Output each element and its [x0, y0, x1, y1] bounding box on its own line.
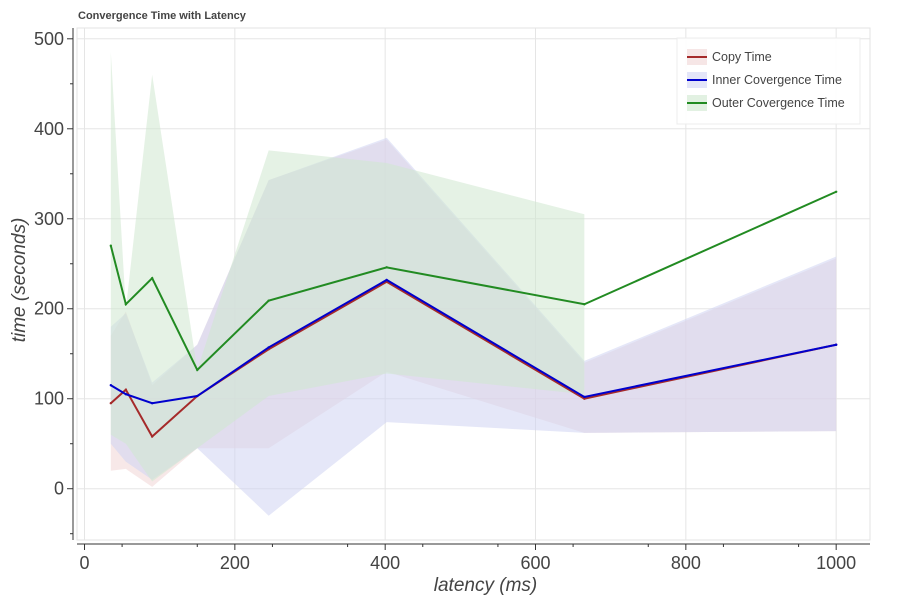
y-tick-label: 300	[34, 209, 64, 229]
point-series-2	[583, 303, 586, 306]
point-series-0	[109, 402, 113, 405]
point-series-2	[124, 303, 128, 306]
line-series-1	[110, 278, 837, 405]
x-tick-label: 200	[220, 553, 250, 573]
x-axis-label: latency (ms)	[434, 575, 537, 596]
legend-label: Inner Covergence Time	[712, 73, 842, 87]
legend-label: Copy Time	[712, 50, 772, 64]
legend-box	[676, 37, 861, 125]
point-series-2	[267, 299, 270, 302]
point-series-1	[267, 346, 270, 349]
point-series-0	[124, 388, 128, 391]
y-axis-label: time (seconds)	[9, 218, 30, 343]
y-tick-label: 400	[34, 119, 64, 139]
point-series-1	[109, 384, 113, 387]
y-tick-label: 0	[54, 479, 64, 499]
legend: Copy Time Inner Covergence Time Outer Cove…	[676, 37, 861, 125]
point-series-2	[150, 276, 154, 280]
y-tick-label: 100	[34, 389, 64, 409]
x-tick-label: 400	[370, 553, 400, 573]
chart-title: Convergence Time with Latency	[78, 10, 246, 22]
y-tick-label: 500	[34, 29, 64, 49]
point-series-0	[150, 435, 154, 438]
point-series-2	[196, 368, 199, 372]
point-series-1	[124, 393, 128, 396]
point-series-2	[385, 266, 388, 269]
point-series-1	[583, 395, 586, 399]
x-tick-label: 0	[80, 553, 90, 573]
point-series-1	[385, 278, 388, 282]
point-series-2	[834, 190, 838, 193]
point-series-1	[834, 343, 838, 346]
x-tick-label: 800	[671, 553, 701, 573]
point-series-0	[583, 397, 586, 400]
x-tick-label: 1000	[816, 553, 856, 573]
x-tick-label: 600	[520, 553, 550, 573]
legend-label: Outer Covergence Time	[712, 96, 845, 110]
point-series-1	[150, 402, 154, 405]
point-series-1	[196, 394, 199, 398]
y-tick-label: 200	[34, 299, 64, 319]
line-series-2	[109, 190, 837, 372]
point-series-2	[109, 244, 113, 247]
